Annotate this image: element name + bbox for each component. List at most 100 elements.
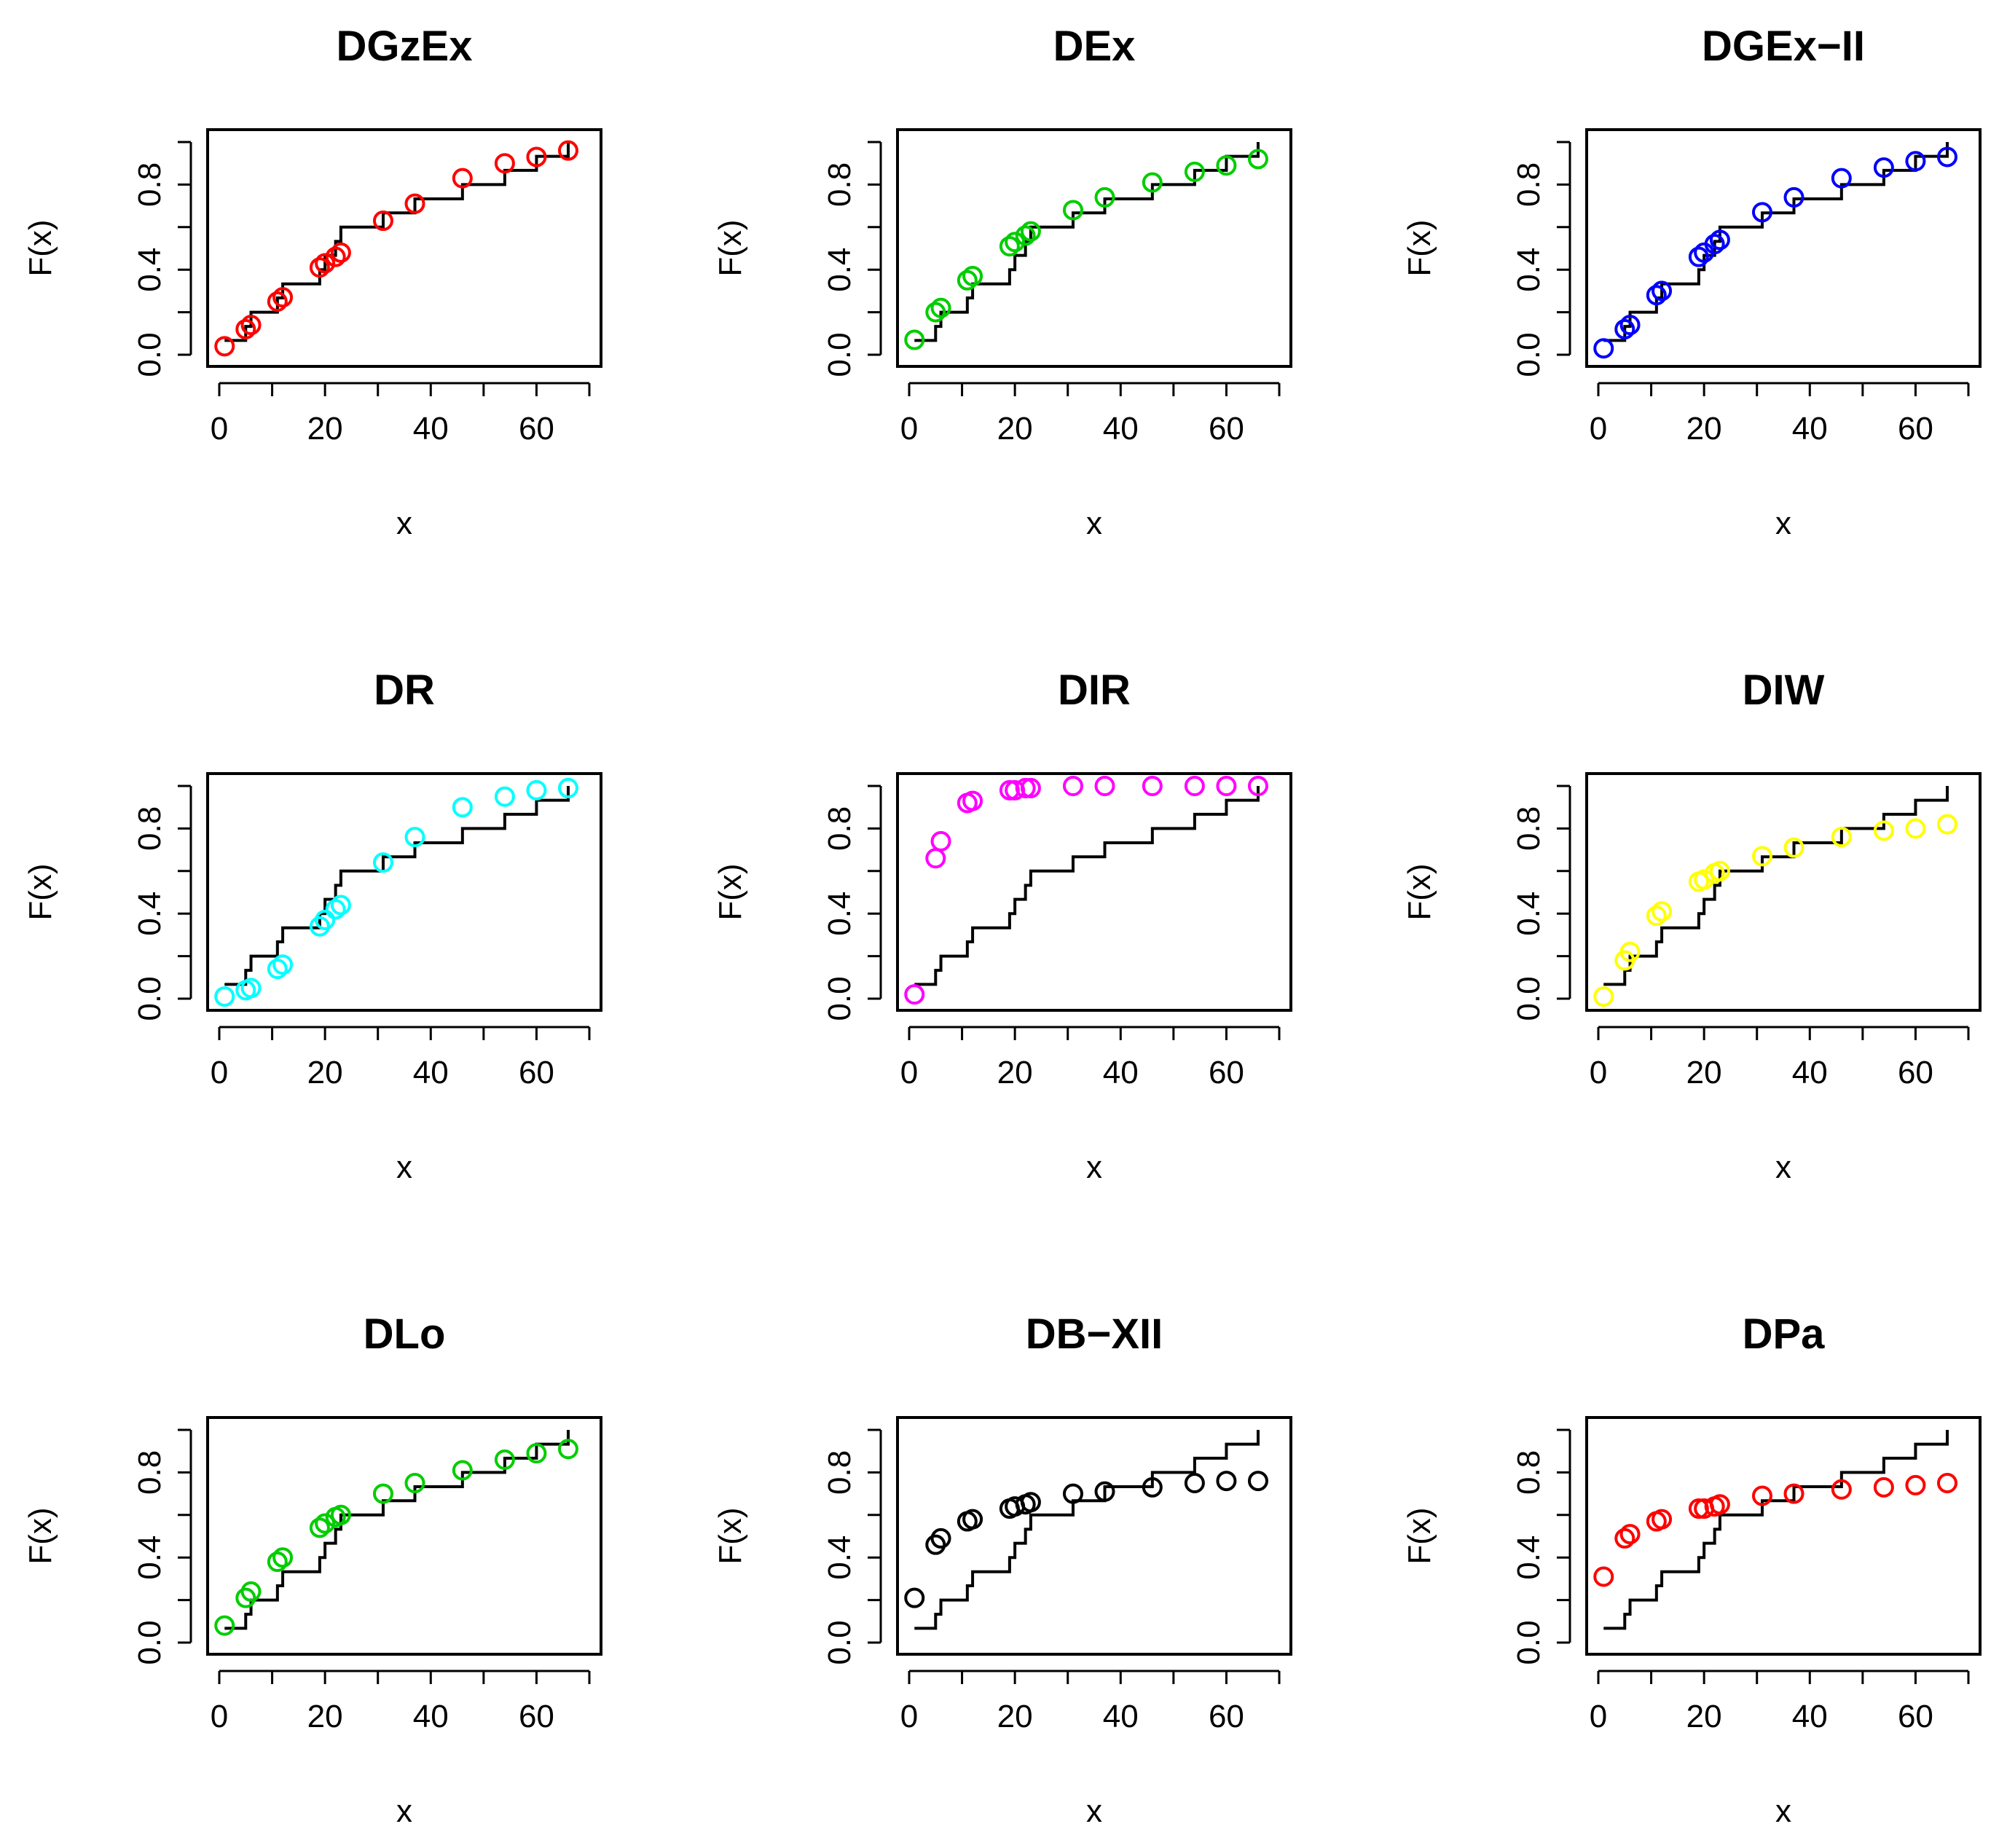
panel-8-point	[904, 1587, 925, 1608]
panel-8-frame	[896, 1416, 1292, 1656]
panel-7-point	[267, 1552, 288, 1573]
panel-4-y-tick-label: 0.4	[132, 892, 168, 936]
panel-3-point	[1619, 315, 1641, 336]
panel-1-x-label: x	[396, 506, 412, 541]
panel-6-title: DIW	[1743, 667, 1825, 714]
panel-7-y-tick-label: 0.8	[132, 1450, 168, 1495]
panel-4-x-tick-label: 0	[211, 1055, 228, 1090]
panel-6-y-tick-label: 0.4	[1511, 892, 1547, 936]
panel-6-point	[1783, 837, 1804, 858]
panel-1-x-tick-label: 60	[519, 411, 554, 447]
panel-8-point	[1020, 1492, 1041, 1513]
panel-3-empirical-step	[1603, 142, 1949, 342]
panel-1-title: DGzEx	[337, 23, 473, 70]
panel-5-point	[1142, 776, 1163, 796]
panel-7-x-tick-label: 60	[519, 1699, 554, 1734]
panel-7-y-label: F(x)	[23, 1507, 58, 1564]
panel-3-point	[1688, 246, 1709, 267]
panel-5-x-tick-label: 0	[900, 1055, 918, 1090]
panel-9-point	[1873, 1477, 1894, 1498]
panel-3-point	[1831, 168, 1852, 189]
panel-9-point	[1936, 1473, 1957, 1493]
panel-6-y-tick-label: 0.8	[1511, 806, 1547, 851]
panel-1-empirical-step	[224, 142, 570, 342]
panel-5-point	[1062, 776, 1083, 796]
panel-1-x-tick-label: 40	[413, 411, 449, 447]
panel-6-point	[1593, 986, 1614, 1007]
panel-3-x-tick-label: 60	[1898, 411, 1933, 447]
panel-4-point	[240, 978, 262, 999]
panel-6-point	[1873, 820, 1894, 841]
panel-2-point	[930, 297, 951, 318]
panel-2-empirical-step	[914, 142, 1260, 342]
panel-6-point	[1831, 827, 1852, 848]
panel-7-point	[272, 1547, 294, 1568]
panel-8-point	[1247, 1471, 1268, 1492]
panel-2-point	[925, 302, 946, 323]
panel-7-point	[494, 1449, 515, 1470]
panel-9-y-tick-label: 0.0	[1511, 1620, 1547, 1664]
panel-4-y-label: F(x)	[23, 863, 58, 920]
panel-5-point	[1020, 777, 1041, 798]
panel-8-point	[1184, 1473, 1205, 1493]
panel-4-point	[267, 959, 288, 980]
panel-3-point	[1704, 234, 1725, 255]
panel-6-frame	[1585, 772, 1982, 1012]
panel-7-point	[309, 1517, 330, 1538]
panel-9-point	[1652, 1509, 1673, 1530]
panel-8-x-label: x	[1086, 1793, 1102, 1829]
panel-6-x-tick-label: 40	[1792, 1055, 1828, 1090]
panel-3-y-tick-label: 0.4	[1511, 248, 1547, 292]
panel-5: DIR 0 20 40 60 x 0.0 0.4 0.8 F(x)	[712, 667, 1292, 1185]
panel-8: DB−XII 0 20 40 60 x 0.0 0.4 0.8 F(x)	[712, 1310, 1292, 1829]
panel-4-point	[325, 899, 346, 920]
panel-8-y-tick-label: 0.0	[822, 1620, 857, 1664]
panel-1-point	[330, 242, 351, 263]
panel-1-x-tick-label: 20	[307, 411, 343, 447]
panel-6-x-tick-label: 0	[1590, 1055, 1607, 1090]
panel-2-x-tick-label: 60	[1209, 411, 1244, 447]
panel-4-point	[526, 779, 547, 801]
panel-6: DIW 0 20 40 60 x 0.0 0.4 0.8 F(x)	[1402, 667, 1982, 1185]
panel-2-x-label: x	[1086, 506, 1102, 541]
panel-9-frame	[1585, 1416, 1982, 1656]
panel-3-point	[1652, 280, 1673, 302]
panel-4-empirical-step	[224, 786, 570, 986]
panel-2-point	[1247, 149, 1268, 170]
panel-5-empirical-step	[914, 786, 1260, 986]
panel-1-point	[240, 315, 262, 336]
panel-4-title: DR	[374, 667, 435, 714]
panel-2-point	[1020, 221, 1041, 242]
panel-6-point	[1905, 818, 1926, 839]
panel-8-y-tick-label: 0.8	[822, 1450, 857, 1495]
panel-4-point	[372, 852, 393, 873]
panel-1-point	[404, 193, 425, 214]
panel-3-point	[1905, 151, 1926, 172]
panel-8-y-tick-label: 0.4	[822, 1536, 857, 1580]
panel-2-point	[1015, 225, 1036, 246]
panel-8-x-tick-label: 60	[1209, 1699, 1244, 1734]
panel-1-point	[557, 140, 578, 161]
panel-8-x-tick-label: 20	[997, 1699, 1033, 1734]
panel-1-point	[272, 287, 294, 308]
panel-6-y-label: F(x)	[1402, 863, 1437, 920]
panel-5-x-tick-label: 60	[1209, 1055, 1244, 1090]
panel-3-x-tick-label: 20	[1686, 411, 1722, 447]
panel-9-point	[1783, 1483, 1804, 1504]
panel-7-frame	[206, 1416, 602, 1656]
panel-1-point	[452, 168, 473, 189]
panel-5-y-label: F(x)	[712, 863, 748, 920]
panel-5-point	[1247, 776, 1268, 796]
panel-2-y-tick-label: 0.8	[822, 162, 857, 207]
panel-5-point	[1094, 776, 1115, 796]
panel-5-point	[925, 848, 946, 869]
panel-1-frame	[206, 128, 602, 368]
panel-6-point	[1751, 846, 1772, 867]
panel-6-x-tick-label: 60	[1898, 1055, 1933, 1090]
panel-3-point	[1709, 229, 1730, 251]
panel-9-point	[1593, 1566, 1614, 1587]
panel-7: DLo 0 20 40 60 x 0.0 0.4 0.8 F(x)	[23, 1310, 602, 1829]
panel-4-x-tick-label: 40	[413, 1055, 449, 1090]
panel-7-point	[235, 1587, 256, 1608]
panel-8-empirical-step	[914, 1430, 1260, 1630]
